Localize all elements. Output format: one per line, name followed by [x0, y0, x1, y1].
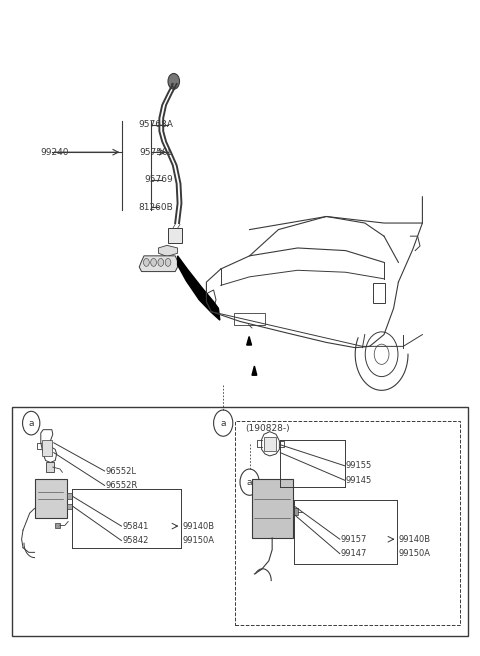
Polygon shape — [139, 256, 178, 272]
Polygon shape — [247, 337, 252, 345]
Text: 95750L: 95750L — [139, 148, 173, 157]
Bar — [35, 479, 67, 518]
Text: 95841: 95841 — [122, 522, 149, 531]
Bar — [293, 508, 298, 515]
Text: 81260B: 81260B — [138, 203, 173, 212]
Bar — [55, 523, 60, 528]
Bar — [67, 504, 72, 509]
Circle shape — [168, 73, 180, 89]
Polygon shape — [178, 256, 220, 320]
Circle shape — [165, 258, 171, 266]
Bar — [264, 437, 276, 451]
Text: 99140B: 99140B — [182, 522, 215, 531]
Bar — [46, 462, 54, 472]
Text: 99150A: 99150A — [398, 549, 431, 558]
Polygon shape — [158, 245, 178, 256]
Bar — [235, 421, 460, 625]
Text: 95769: 95769 — [144, 175, 173, 184]
Text: 96552L: 96552L — [106, 466, 137, 476]
Bar — [67, 493, 72, 499]
Circle shape — [158, 258, 164, 266]
Text: 95768A: 95768A — [138, 120, 173, 129]
Text: 99157: 99157 — [341, 535, 367, 544]
Text: a: a — [220, 419, 226, 428]
Bar — [42, 440, 52, 456]
Text: 99145: 99145 — [346, 476, 372, 485]
Circle shape — [151, 258, 156, 266]
Text: (190828-): (190828-) — [245, 424, 289, 433]
Polygon shape — [252, 366, 257, 375]
Text: 99240: 99240 — [41, 148, 69, 157]
Text: 99147: 99147 — [341, 549, 367, 558]
Bar — [234, 313, 265, 325]
Text: 99150A: 99150A — [182, 536, 215, 545]
Text: a: a — [28, 419, 34, 428]
Bar — [12, 407, 468, 636]
Circle shape — [144, 258, 149, 266]
Text: a: a — [247, 478, 252, 487]
Text: 99155: 99155 — [346, 461, 372, 470]
Bar — [252, 479, 293, 538]
Text: 95842: 95842 — [122, 536, 149, 545]
Bar — [168, 228, 182, 243]
Text: 99140B: 99140B — [398, 535, 431, 544]
Text: 96552R: 96552R — [106, 481, 138, 490]
Bar — [373, 283, 385, 303]
